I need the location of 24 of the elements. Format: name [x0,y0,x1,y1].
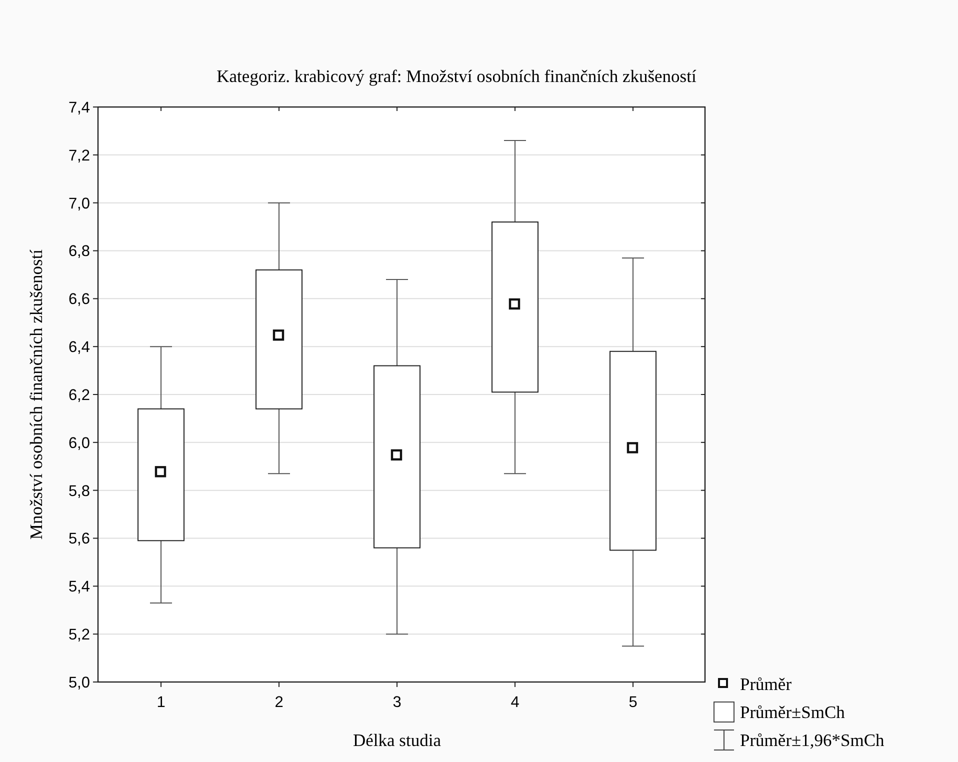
x-tick-label: 1 [156,694,166,711]
x-tick-label: 5 [628,694,638,711]
y-tick-label: 5,2 [68,626,90,644]
x-tick-label: 4 [510,694,520,711]
y-tick-label: 5,0 [68,674,90,692]
y-tick-label: 5,6 [68,530,90,548]
y-tick-label: 7,4 [68,99,90,116]
y-tick-label: 5,4 [68,578,90,596]
y-tick-label: 7,0 [68,195,90,212]
x-tick-label: 3 [392,694,402,711]
chart-title: Kategoriz. krabicový graf: Množství osobních finančních zkušeností [216,66,696,86]
x-axis-title: Délka studia [353,730,442,750]
text: Průměr±1,96*SmCh [740,730,885,750]
y-tick-label: 7,2 [68,147,90,164]
y-tick-label: 5,8 [68,482,90,500]
y-tick-label: 6,8 [68,243,90,260]
y-axis-title: Množství osobních finančních zkušeností [26,249,46,540]
y-tick-label: 6,2 [68,386,90,404]
y-tick-label: 6,0 [68,434,90,452]
y-tick-label: 6,6 [68,291,90,308]
text: Průměr [740,674,792,694]
x-tick-label: 2 [274,694,284,711]
text: Průměr±SmCh [740,702,846,722]
y-tick-label: 6,4 [68,339,90,356]
